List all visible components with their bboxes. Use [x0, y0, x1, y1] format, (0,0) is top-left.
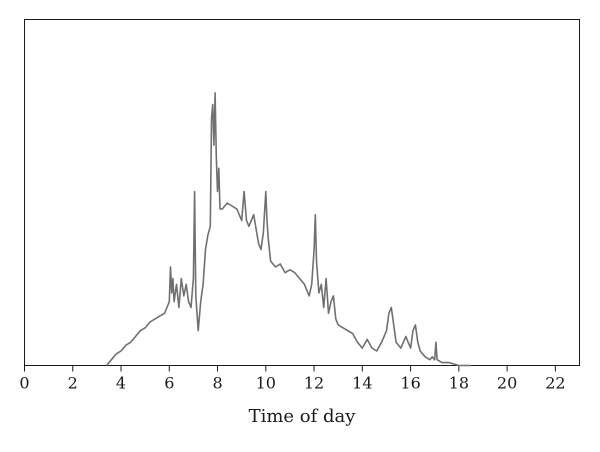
x-axis-tick-labels: 0 2 4 6 8 10 12 14 16 18 20 22 [19, 374, 565, 393]
x-tick-label: 12 [304, 374, 324, 393]
x-tick-label: 20 [497, 374, 517, 393]
x-tick-label: 4 [116, 374, 126, 393]
plot-area-frame [24, 19, 580, 366]
x-axis-label: Time of day [249, 406, 357, 427]
x-tick-label: 10 [256, 374, 276, 393]
x-tick-label: 8 [212, 374, 222, 393]
x-tick-label: 0 [19, 374, 29, 393]
x-tick-label: 6 [164, 374, 174, 393]
x-tick-label: 16 [400, 374, 420, 393]
x-tick-label: 2 [68, 374, 78, 393]
series-line [105, 92, 471, 367]
x-tick-label: 14 [352, 374, 372, 393]
x-tick-label: 22 [545, 374, 565, 393]
x-axis-ticks [24, 365, 556, 372]
x-tick-label: 18 [449, 374, 469, 393]
